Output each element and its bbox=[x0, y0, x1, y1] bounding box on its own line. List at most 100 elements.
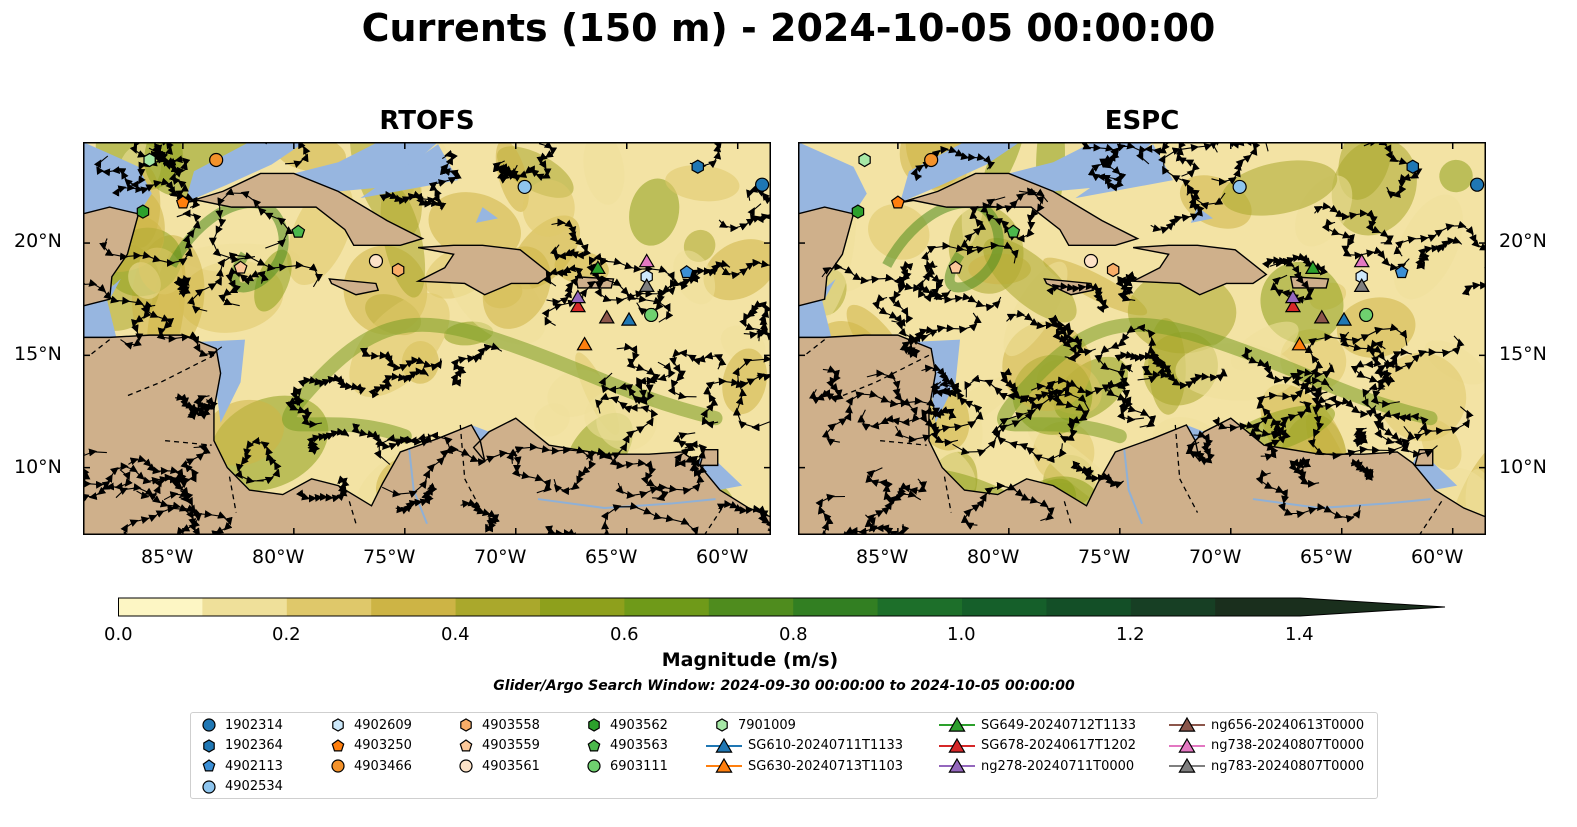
speed-patch bbox=[428, 192, 521, 262]
legend-entry: 4903559 bbox=[456, 736, 540, 756]
colorbar-segment bbox=[202, 598, 288, 616]
marker-4903466 bbox=[924, 152, 939, 168]
legend-entry: 6903111 bbox=[584, 756, 668, 776]
marker-SG610-20240711T1133 bbox=[620, 311, 638, 326]
legend-symbol bbox=[1178, 757, 1196, 773]
legend-symbol bbox=[460, 718, 472, 732]
streamline bbox=[716, 500, 771, 534]
streamline bbox=[1321, 218, 1410, 271]
y-tick-label: 20°N bbox=[14, 230, 62, 252]
legend-symbol bbox=[459, 759, 473, 773]
y-tick-label: 10°N bbox=[1499, 456, 1547, 478]
streamline bbox=[910, 145, 996, 182]
marker-4903562 bbox=[136, 204, 150, 219]
colorbar-segment bbox=[708, 598, 794, 616]
streamline bbox=[1094, 323, 1166, 384]
legend-label: 4903250 bbox=[354, 738, 412, 753]
legend-label: SG630-20240713T1103 bbox=[748, 758, 904, 774]
border-line bbox=[1174, 424, 1199, 513]
streamline bbox=[460, 498, 500, 533]
streamline bbox=[952, 374, 1039, 457]
colorbar-tick: 0.2 bbox=[272, 624, 301, 645]
legend-entry: 1902364 bbox=[199, 736, 283, 756]
streamline bbox=[99, 209, 202, 267]
legend-symbol bbox=[588, 718, 600, 732]
border-line bbox=[703, 500, 728, 535]
streamline bbox=[359, 347, 443, 372]
colorbar-tick: 0.6 bbox=[610, 624, 639, 645]
speed-patch bbox=[629, 178, 680, 246]
streamline bbox=[739, 300, 771, 339]
legend-label: SG649-20240712T1133 bbox=[981, 717, 1137, 733]
legend-symbol bbox=[715, 757, 733, 773]
marker-SG649-20240712T1133 bbox=[589, 260, 606, 274]
x-tick-label: 60°W bbox=[696, 546, 749, 568]
marker-ng656-20240613T0000 bbox=[1313, 309, 1330, 324]
legend-label: 4903562 bbox=[610, 717, 668, 733]
streamline bbox=[1070, 460, 1124, 489]
streamline bbox=[721, 230, 771, 280]
marker-4903561 bbox=[1083, 253, 1099, 269]
marker-4903558 bbox=[1106, 262, 1120, 278]
streamline bbox=[678, 142, 736, 171]
streamline bbox=[140, 300, 223, 359]
legend-symbol bbox=[331, 738, 345, 751]
marker-4903250 bbox=[175, 195, 190, 209]
y-tick-label: 10°N bbox=[14, 456, 62, 478]
legend-label: 4903466 bbox=[354, 758, 412, 774]
legend-marker bbox=[1169, 757, 1205, 773]
speed-patch bbox=[534, 403, 570, 437]
marker-SG678-20240617T1202 bbox=[1284, 298, 1302, 313]
legend-label: 4902534 bbox=[225, 779, 283, 794]
map-canvas bbox=[83, 142, 771, 535]
legend-label: SG678-20240617T1202 bbox=[981, 738, 1137, 753]
land-mass bbox=[1130, 244, 1268, 296]
streamline bbox=[595, 502, 700, 535]
legend-entry: ng783-20240807T0000 bbox=[1169, 756, 1364, 776]
shelf-water bbox=[798, 142, 867, 214]
border-line bbox=[348, 501, 357, 524]
legend-marker bbox=[203, 738, 215, 753]
streamline bbox=[1087, 142, 1140, 192]
legend-marker bbox=[202, 718, 216, 732]
legend-label: ng656-20240613T0000 bbox=[1211, 717, 1365, 733]
streamline bbox=[980, 187, 1045, 243]
marker-ng783-20240807T0000 bbox=[1353, 278, 1370, 292]
streamline bbox=[1461, 277, 1486, 309]
marker-4903558 bbox=[391, 262, 405, 278]
streamline bbox=[1185, 430, 1215, 466]
streamline bbox=[285, 386, 322, 429]
marker-4903563 bbox=[1006, 224, 1021, 238]
legend-entry: 4902113 bbox=[199, 756, 283, 776]
legend-label: 4903558 bbox=[482, 717, 540, 733]
streamline bbox=[297, 373, 367, 395]
x-tick-label: 70°W bbox=[1189, 546, 1242, 568]
streamline bbox=[208, 187, 294, 264]
marker-1902314 bbox=[755, 177, 770, 192]
colorbar-tick: 0.0 bbox=[104, 624, 133, 645]
marker-ng738-20240807T0000 bbox=[638, 253, 655, 268]
legend-symbol bbox=[715, 737, 733, 753]
land-mass bbox=[328, 278, 380, 296]
shelf-water bbox=[475, 207, 499, 223]
legend-entry: 4903466 bbox=[328, 756, 412, 776]
legend-symbol bbox=[332, 718, 344, 732]
colorbar-tick: 1.0 bbox=[947, 624, 976, 645]
streamline bbox=[1363, 142, 1423, 199]
legend-marker bbox=[331, 759, 345, 773]
streamline bbox=[864, 489, 922, 535]
marker-4903559 bbox=[948, 260, 963, 274]
legend-marker bbox=[706, 757, 742, 773]
streamline bbox=[395, 482, 438, 515]
legend-label: 1902314 bbox=[225, 717, 283, 733]
colorbar-segment bbox=[118, 598, 203, 616]
legend-entry: 4903561 bbox=[456, 756, 540, 776]
streamline bbox=[173, 274, 192, 298]
legend-marker bbox=[588, 718, 600, 732]
marker-ng278-20240711T0000 bbox=[569, 289, 587, 304]
streamline bbox=[368, 367, 429, 399]
legend-marker bbox=[202, 759, 216, 772]
streamline bbox=[1115, 271, 1138, 302]
legend-symbol bbox=[203, 738, 215, 753]
colorbar-tick: 0.8 bbox=[779, 624, 808, 645]
